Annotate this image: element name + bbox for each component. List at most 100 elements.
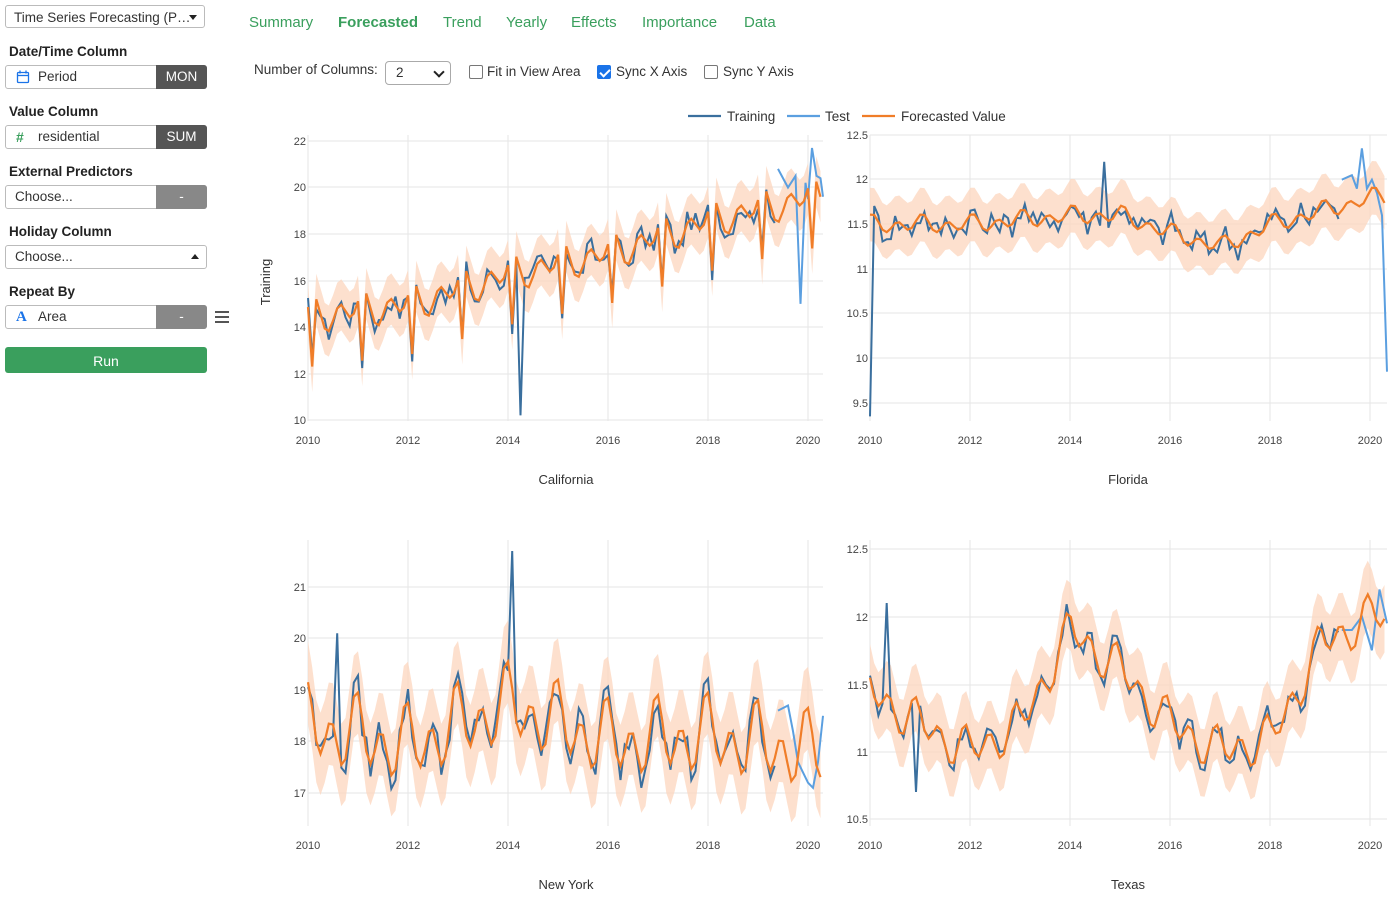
x-tick-label: 2014 — [496, 435, 520, 447]
x-tick-label: 2018 — [1258, 435, 1282, 447]
y-axis-label: Training — [258, 259, 273, 305]
y-tick-label: 19 — [294, 685, 306, 697]
sync-y-checkbox[interactable] — [704, 65, 718, 79]
datetime-unit-button[interactable]: MON — [156, 65, 207, 89]
x-tick-label: 2020 — [1358, 840, 1382, 852]
external-predictors-placeholder: Choose... — [15, 189, 73, 204]
test-line — [777, 704, 824, 790]
y-tick-label: 18 — [294, 229, 306, 241]
y-tick-label: 10 — [856, 353, 868, 365]
tab-importance[interactable]: Importance — [642, 14, 718, 31]
aggregation-button[interactable]: SUM — [156, 125, 207, 149]
panel-title: Texas — [1111, 877, 1145, 892]
fit-in-view-checkbox[interactable] — [469, 65, 483, 79]
panel-title: Florida — [1108, 472, 1149, 487]
y-tick-label: 21 — [294, 582, 306, 594]
x-tick-label: 2010 — [296, 435, 320, 447]
forecast-line — [306, 658, 822, 784]
external-predictors-label: External Predictors — [9, 164, 133, 179]
sync-x-checkbox[interactable] — [597, 65, 611, 79]
chart-panel-1: 2010 2012 2014 2016 2018 2020 10 12 14 16 18 20 22 Ca… — [258, 135, 824, 487]
tab-trend[interactable]: Trend — [443, 14, 482, 31]
legend-label: Forecasted Value — [901, 109, 1006, 124]
x-tick-label: 2012 — [396, 435, 420, 447]
x-tick-label: 2020 — [1358, 435, 1382, 447]
chart-panel-2: 2010 2012 2014 2016 2018 2020 9.5 10 10.5 11 11.5 1… — [847, 130, 1388, 487]
chart-panel-3: 2010 2012 2014 2016 2018 2020 17 18 19 20 21 New Yo… — [294, 540, 824, 892]
menu-icon[interactable] — [215, 311, 229, 323]
repeat-by-button[interactable]: - — [156, 305, 207, 329]
analysis-type-value: Time Series Forecasting (P… — [14, 10, 191, 25]
holiday-column-select[interactable]: Choose... — [5, 245, 207, 269]
test-line — [1341, 148, 1388, 372]
columns-select[interactable]: 2 — [385, 61, 451, 85]
run-button[interactable]: Run — [5, 347, 207, 373]
value-column-value: residential — [38, 129, 100, 144]
x-tick-label: 2018 — [1258, 840, 1282, 852]
y-tick-label: 14 — [294, 322, 306, 334]
test-line — [1341, 589, 1388, 651]
y-tick-label: 10.5 — [847, 308, 868, 320]
y-tick-label: 12 — [294, 369, 306, 381]
value-column-field[interactable]: # residential SUM — [5, 125, 207, 149]
forecast-line — [306, 181, 822, 367]
x-tick-label: 2012 — [958, 435, 982, 447]
columns-value: 2 — [396, 65, 404, 80]
sidebar: Time Series Forecasting (P… Date/Time Co… — [0, 0, 240, 905]
panel-title: New York — [539, 877, 594, 892]
tab-yearly[interactable]: Yearly — [506, 14, 548, 31]
y-tick-label: 12.5 — [847, 544, 868, 556]
columns-label: Number of Columns: — [254, 62, 378, 77]
x-tick-label: 2016 — [596, 840, 620, 852]
y-tick-label: 9.5 — [853, 398, 868, 410]
chart-panel-4: 2010 2012 2014 2016 2018 2020 10.5 11 11.5 12 12.5… — [847, 540, 1388, 892]
y-tick-label: 12.5 — [847, 130, 868, 142]
x-tick-label: 2018 — [696, 435, 720, 447]
value-column-label: Value Column — [9, 104, 99, 119]
text-type-icon: A — [16, 309, 27, 325]
hash-icon: # — [16, 129, 24, 145]
x-tick-label: 2014 — [1058, 840, 1082, 852]
external-predictors-field[interactable]: Choose... - — [5, 185, 207, 209]
calendar-icon — [16, 70, 30, 84]
y-tick-label: 12 — [856, 174, 868, 186]
repeat-by-field[interactable]: A Area - — [5, 305, 207, 329]
datetime-column-label: Date/Time Column — [9, 44, 128, 59]
y-tick-label: 10 — [294, 415, 306, 427]
x-tick-label: 2010 — [296, 840, 320, 852]
tab-forecasted[interactable]: Forecasted — [338, 14, 419, 31]
external-predictors-button[interactable]: - — [156, 185, 207, 209]
y-tick-label: 20 — [294, 633, 306, 645]
legend-label: Training — [727, 109, 775, 124]
y-tick-label: 11.5 — [847, 680, 868, 692]
tab-data[interactable]: Data — [744, 14, 776, 31]
caret-down-icon — [189, 15, 197, 20]
y-tick-label: 17 — [294, 788, 306, 800]
repeat-by-value: Area — [38, 309, 67, 324]
x-tick-label: 2010 — [858, 435, 882, 447]
tab-summary[interactable]: Summary — [249, 14, 314, 31]
y-tick-label: 20 — [294, 182, 306, 194]
y-tick-label: 10.5 — [847, 814, 868, 826]
analysis-type-select[interactable]: Time Series Forecasting (P… — [5, 5, 205, 28]
y-tick-label: 11 — [857, 747, 868, 759]
forecast-line — [868, 591, 1386, 768]
datetime-column-field[interactable]: Period MON — [5, 65, 207, 89]
confidence-band — [870, 560, 1385, 800]
holiday-column-label: Holiday Column — [9, 224, 112, 239]
x-tick-label: 2018 — [696, 840, 720, 852]
fit-in-view-label: Fit in View Area — [487, 64, 581, 79]
x-tick-label: 2016 — [1158, 840, 1182, 852]
y-tick-label: 11 — [857, 264, 868, 276]
x-tick-label: 2014 — [496, 840, 520, 852]
x-tick-label: 2010 — [858, 840, 882, 852]
holiday-column-placeholder: Choose... — [15, 249, 73, 264]
datetime-column-value: Period — [38, 69, 78, 84]
sync-y-label: Sync Y Axis — [723, 64, 794, 79]
y-tick-label: 12 — [856, 612, 868, 624]
tab-effects[interactable]: Effects — [571, 14, 617, 31]
legend-label: Test — [825, 109, 850, 124]
x-tick-label: 2014 — [1058, 435, 1082, 447]
training-line — [307, 189, 776, 416]
